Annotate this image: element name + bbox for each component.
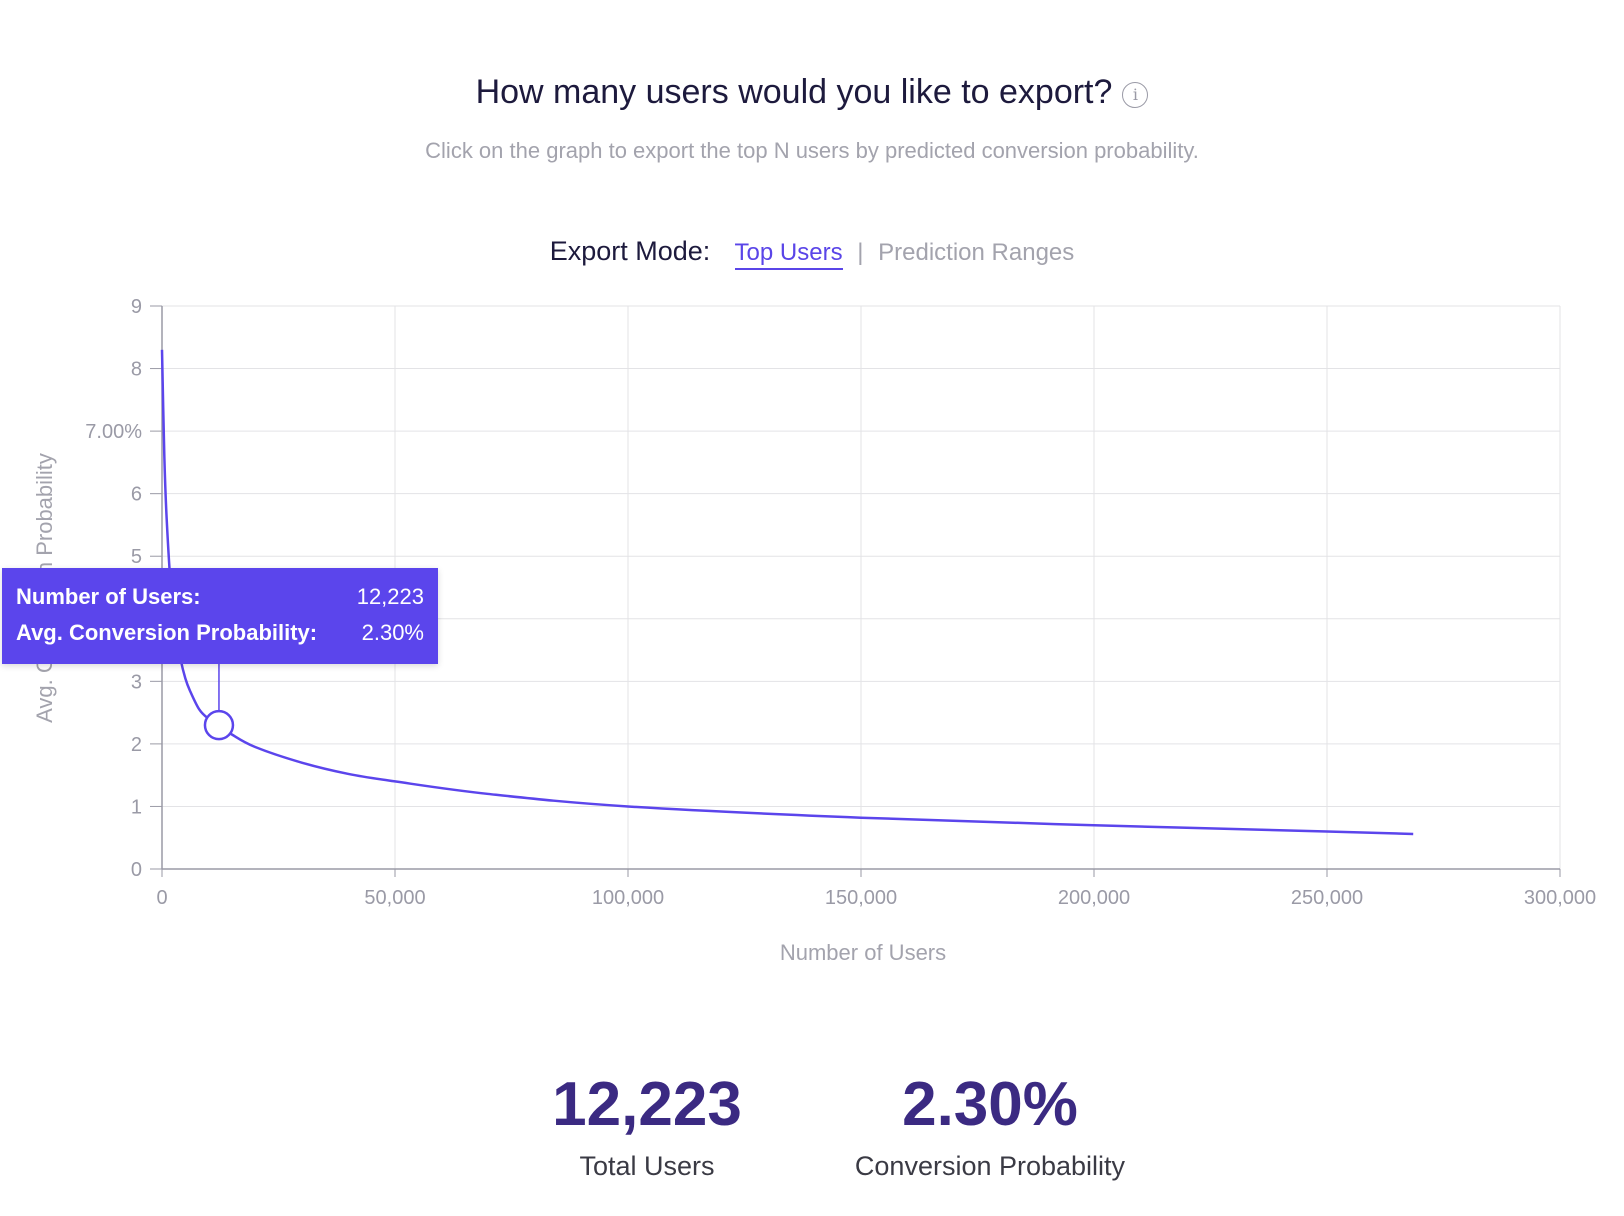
y-tick-label: 0 bbox=[131, 859, 142, 881]
tab-prediction-ranges[interactable]: Prediction Ranges bbox=[878, 239, 1075, 266]
conversion-probability-value: 2.30% bbox=[902, 1070, 1078, 1139]
tooltip-prob-row: Avg. Conversion Probability: 2.30% bbox=[16, 618, 424, 648]
tooltip-prob-label: Avg. Conversion Probability: bbox=[16, 620, 318, 645]
x-tick-label: 200,000 bbox=[1058, 887, 1130, 909]
export-mode-label: Export Mode: bbox=[549, 236, 711, 266]
info-icon[interactable]: i bbox=[1122, 82, 1149, 108]
total-users-value: 12,223 bbox=[552, 1070, 742, 1139]
chart-tick-labels: 01234567.00%89050,000100,000150,000200,0… bbox=[85, 296, 1596, 909]
y-tick-label: 6 bbox=[131, 484, 142, 506]
tooltip-users-row: Number of Users: 12,223 bbox=[16, 582, 424, 612]
total-users-stat: 12,223 Total Users bbox=[532, 1070, 762, 1184]
mode-separator: | bbox=[857, 239, 864, 266]
x-tick-label: 300,000 bbox=[1524, 887, 1596, 909]
tooltip-users-label: Number of Users: bbox=[16, 584, 201, 609]
page-title: How many users would you like to export?… bbox=[0, 70, 1624, 114]
conversion-chart[interactable]: 01234567.00%89050,000100,000150,000200,0… bbox=[0, 0, 1624, 1000]
page-subtitle: Click on the graph to export the top N u… bbox=[425, 138, 1199, 163]
x-tick-label: 50,000 bbox=[364, 887, 425, 909]
tooltip-users-value: 12,223 bbox=[356, 584, 424, 609]
x-tick-label: 100,000 bbox=[592, 887, 664, 909]
tab-top-users[interactable]: Top Users bbox=[734, 239, 843, 270]
y-tick-label: 7.00% bbox=[85, 421, 142, 443]
x-axis-label: Number of Users bbox=[780, 940, 946, 965]
x-tick-label: 250,000 bbox=[1291, 887, 1363, 909]
x-tick-label: 150,000 bbox=[825, 887, 897, 909]
y-tick-label: 8 bbox=[131, 359, 142, 381]
conversion-probability-stat: 2.30% Conversion Probability bbox=[820, 1070, 1160, 1184]
export-mode-selector: Export Mode: Top Users | Prediction Rang… bbox=[0, 234, 1624, 270]
total-users-label: Total Users bbox=[579, 1151, 715, 1181]
selected-point-marker[interactable] bbox=[203, 709, 235, 741]
page-title-text: How many users would you like to export? bbox=[475, 73, 1113, 111]
y-tick-label: 1 bbox=[131, 796, 142, 818]
conversion-probability-label: Conversion Probability bbox=[854, 1151, 1126, 1181]
x-tick-label: 0 bbox=[156, 887, 167, 909]
y-tick-label: 3 bbox=[131, 671, 142, 693]
y-tick-label: 2 bbox=[131, 734, 142, 756]
y-tick-label: 9 bbox=[131, 296, 142, 318]
chart-tooltip: Number of Users: 12,223 Avg. Conversion … bbox=[2, 568, 438, 664]
y-tick-label: 5 bbox=[131, 546, 142, 568]
tooltip-prob-value: 2.30% bbox=[361, 620, 424, 645]
